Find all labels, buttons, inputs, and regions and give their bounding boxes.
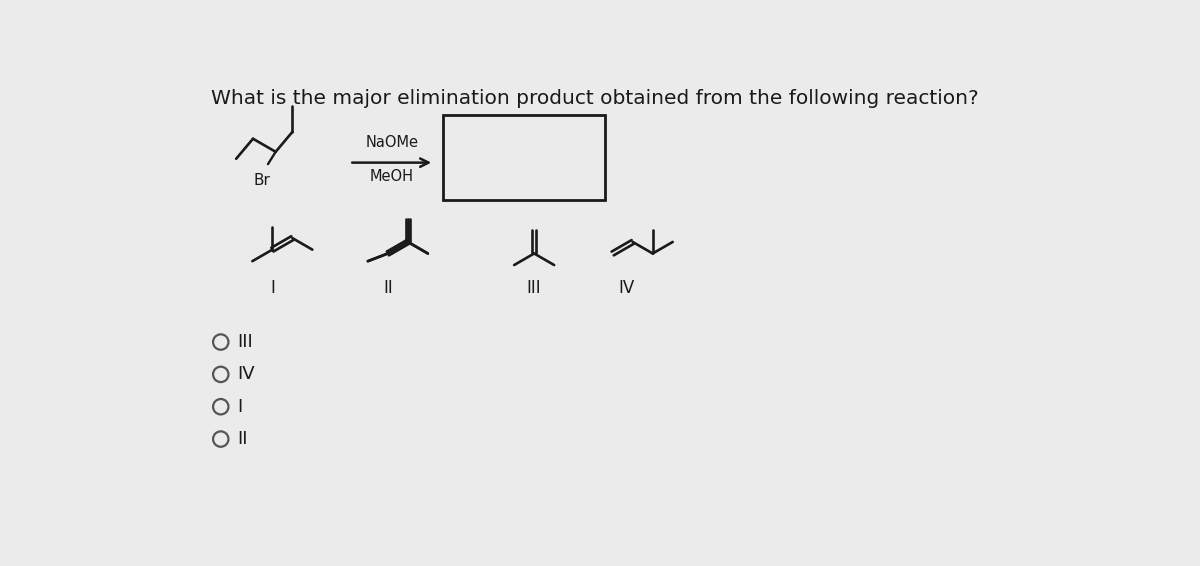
Text: II: II [383,279,392,297]
Text: III: III [527,279,541,297]
Text: III: III [238,333,253,351]
Text: II: II [238,430,248,448]
Text: I: I [270,279,275,297]
Text: IV: IV [238,366,256,383]
Text: I: I [238,398,242,415]
Bar [443,115,605,200]
Text: Br: Br [253,173,270,188]
Text: IV: IV [618,279,635,297]
Text: NaOMe: NaOMe [365,135,419,151]
Text: What is the major elimination product obtained from the following reaction?: What is the major elimination product ob… [211,89,978,109]
Text: MeOH: MeOH [370,169,414,184]
